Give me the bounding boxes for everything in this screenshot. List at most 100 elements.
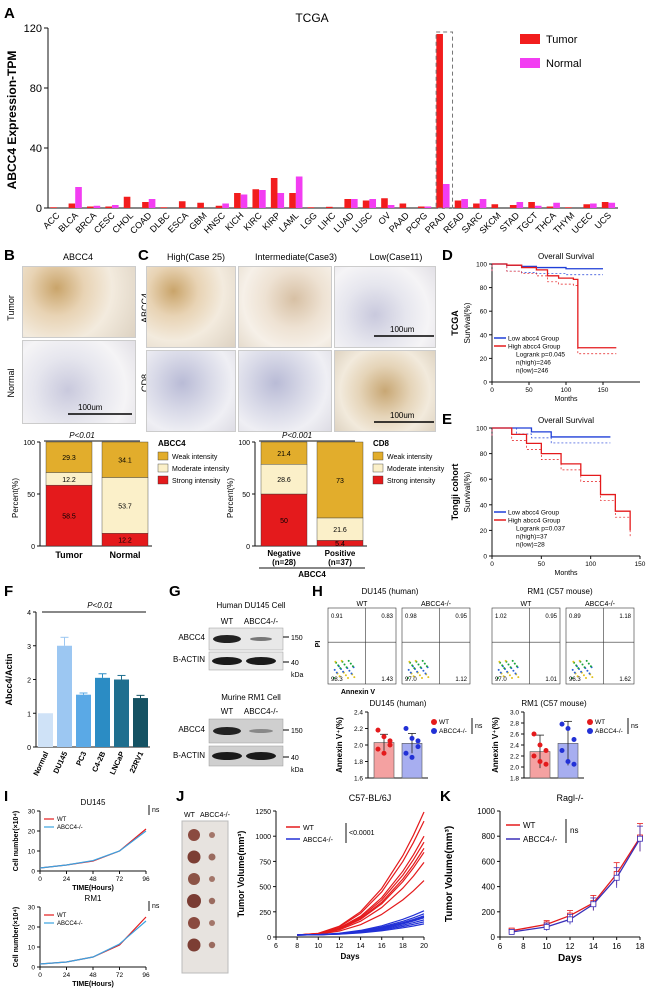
flow-event: [583, 666, 586, 669]
panel-c-stacked-chart: P<0.001 Percent(%) 0 50 100 50 28.6 21.4 Negativ…: [226, 431, 445, 579]
flow-q-ur: 1.18: [619, 614, 631, 620]
h-right-ytick-label: 1.8: [510, 776, 519, 783]
panel-f-ytick-label: 4: [27, 610, 31, 617]
panel-k-line-1: [511, 838, 641, 933]
h-right-point: [565, 759, 571, 764]
i-top-sig: ns: [152, 807, 160, 814]
svgC2-legend-label: Strong intensity: [387, 478, 436, 485]
panel-g-lane-ko-2: ABCC4-/-: [244, 707, 279, 716]
i-bottom-title: RM1: [85, 894, 102, 903]
flow-event: [333, 668, 336, 671]
flow-q-ll: 98.3: [331, 677, 343, 683]
h-right-sig: ns: [631, 723, 639, 730]
svgC2-legend-swatch: [372, 463, 384, 473]
flow-event: [407, 677, 409, 679]
svgE-letter: E: [442, 411, 452, 428]
svgE-stat: Logrank p=0.037: [516, 526, 565, 533]
svgE-xtick-label: 0: [490, 561, 494, 568]
h-right-point: [531, 731, 537, 737]
flow-event: [571, 668, 574, 671]
flow-event: [409, 671, 412, 674]
h-left-point: [387, 738, 393, 744]
panel-j-volume-chart: C57-BL/6J Tumor Volume(mm³) 0 250 500 750 1000…: [236, 793, 428, 961]
i-top-xtick-label: 24: [63, 876, 71, 883]
stacked-seg-label: 53.7: [118, 503, 132, 510]
panel-a-prad-highlight: [435, 31, 454, 209]
bar-normal-lusc: [369, 199, 377, 208]
panel-f-bar-pc3: [76, 694, 91, 747]
h-right-legend-wt: WT: [595, 719, 605, 726]
panel-c-row-cd8: CD8: [140, 374, 150, 392]
h-right-ytick-label: 2.4: [510, 743, 519, 750]
panel-a-ytick-label: 0: [36, 203, 42, 215]
flow-event: [340, 659, 343, 662]
flow-event: [424, 672, 427, 675]
stacked-seg-label: 12.2: [62, 477, 76, 484]
flow-event: [333, 677, 335, 679]
stacked-seg-label: 29.3: [62, 455, 76, 462]
i-bottom-xtick-label: 0: [38, 972, 42, 979]
panel-a-ytick-label: 120: [24, 23, 42, 35]
svgD-stat: n(low)=246: [516, 368, 549, 375]
i-bottom-ytick-label: 10: [28, 945, 36, 952]
panel-e-survival-chart: E Overall Survival Tongji cohort Survival(%…: [442, 411, 646, 577]
panel-k-ylabel: Tumor Volume(mm³): [444, 826, 455, 922]
panel-k-ytick-label: 600: [482, 857, 496, 866]
panel-j-legend-wt: WT: [303, 825, 315, 832]
i-top-xtick-label: 96: [142, 876, 150, 883]
panel-f-cat-c4-2b: C4-2B: [90, 750, 108, 774]
h-right-point: [537, 742, 543, 748]
svgB2-ylabel: Percent(%): [11, 478, 20, 518]
flow-event: [508, 674, 511, 677]
panel-g-markers: 150 40 kDa 150 40 kDa: [283, 635, 304, 774]
bar-normal-hnsc: [222, 203, 229, 208]
flow-q-ul: 0.91: [331, 614, 343, 620]
panel-j-ytick-label: 0: [267, 935, 271, 942]
bar-normal-thca: [553, 202, 560, 208]
flow-q-ul: 1.02: [495, 614, 507, 620]
flow-q-lr: 1.01: [545, 677, 557, 683]
h-right-point: [565, 726, 571, 731]
panel-k-ytick-label: 400: [482, 883, 496, 892]
bar-normal-tgct: [534, 205, 542, 208]
panel-k-point: [567, 916, 573, 923]
h-right-ytick-label: 2.6: [510, 732, 519, 739]
stacked-seg-weak-intensity: [316, 441, 364, 519]
flow-q-ll: 97.0: [405, 677, 417, 683]
bar-tumor-kich: [234, 193, 241, 208]
h-left-sig: ns: [475, 723, 483, 730]
bar-tumor-paad: [399, 203, 407, 208]
svgD-stat: Logrank p=0.045: [516, 352, 565, 359]
panel-i-growth-charts: I DU145 Cell number(×10⁴) 0 10 20 30 0 24 48 72 96 T…: [4, 788, 160, 988]
stacked-seg-label: 58.5: [62, 514, 76, 521]
svgB2-legend-label: Weak intensity: [172, 454, 218, 461]
legend-normal-label: Normal: [546, 58, 581, 70]
micrograph-abcc4-normal: [22, 340, 136, 424]
marker-top-unit: kDa: [291, 672, 304, 679]
panel-a-title: TCGA: [295, 11, 328, 25]
flow-q-ll: 97.0: [495, 677, 507, 683]
panel-g-row-actin-1: B-ACTIN: [173, 655, 205, 664]
stacked-seg-weak-intensity: [45, 441, 93, 473]
bar-normal-prad: [442, 184, 450, 208]
bar-tumor-ucs: [601, 202, 609, 208]
bar-normal-blca: [75, 187, 82, 208]
legend-tumor-label: Tumor: [546, 34, 578, 46]
panel-f-bar-22rv1: [133, 698, 148, 747]
stacked-seg-label: 34.1: [118, 458, 132, 465]
bar-tumor-lihc: [326, 206, 333, 208]
panel-j-ytick-label: 1000: [255, 834, 271, 841]
bar-normal-coad: [148, 199, 156, 208]
panel-c-col-low: Low(Case11): [370, 252, 423, 262]
i-top-legend-wt: WT: [57, 817, 67, 823]
panel-a-category-lgg: LGG: [299, 210, 320, 231]
i-top-xtick-label: 0: [38, 876, 42, 883]
svgE-xtick-label: 100: [585, 561, 596, 568]
panel-c-col-high: High(Case 25): [167, 252, 225, 262]
flow-event: [572, 660, 575, 663]
h-left-point: [415, 744, 421, 750]
stacked-seg-strong-intensity: [45, 484, 93, 547]
bar-normal-stad: [516, 202, 524, 208]
i-bottom-legend-ko: ABCC4-/-: [57, 921, 83, 927]
panel-k-volume-chart: K Ragl-/- Tumor Volume(mm³) 0 200 400 600 800 10…: [440, 788, 645, 964]
